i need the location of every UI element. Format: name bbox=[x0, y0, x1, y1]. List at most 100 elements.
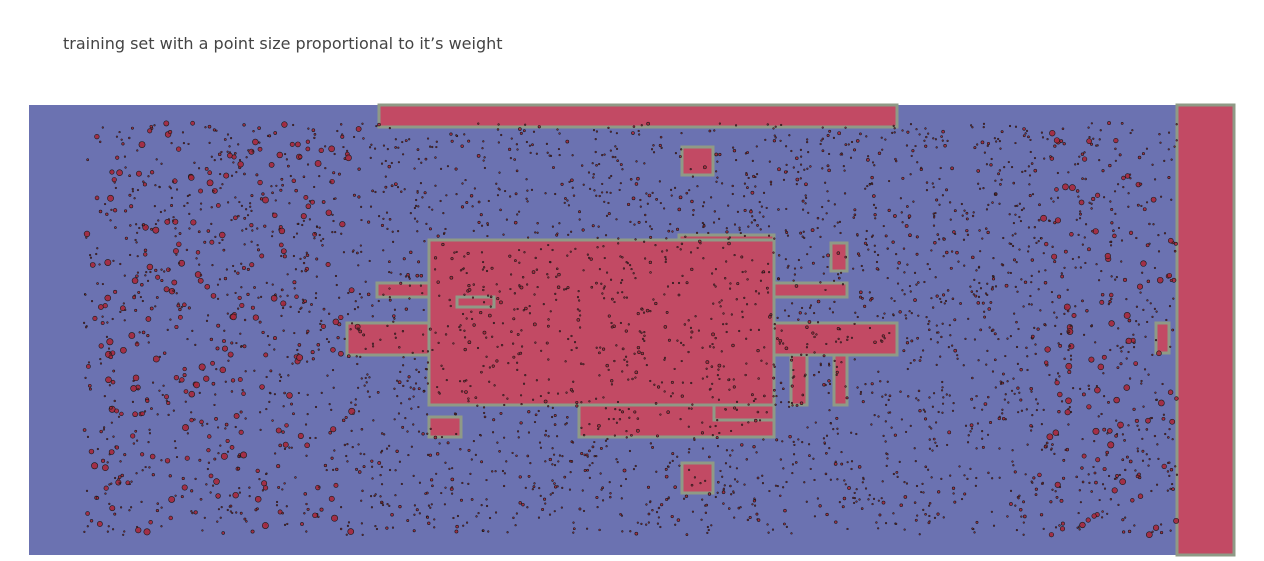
training-point bbox=[250, 529, 255, 534]
training-point bbox=[526, 506, 529, 509]
training-point bbox=[973, 406, 976, 410]
training-point bbox=[716, 374, 719, 377]
training-point bbox=[864, 383, 867, 386]
training-point bbox=[610, 325, 614, 329]
training-point bbox=[513, 158, 516, 161]
training-point bbox=[380, 483, 384, 486]
training-point bbox=[732, 146, 735, 149]
training-point bbox=[614, 408, 617, 411]
training-point bbox=[241, 229, 244, 232]
training-point bbox=[133, 197, 136, 200]
training-point bbox=[89, 262, 96, 268]
training-point bbox=[233, 413, 240, 419]
training-point bbox=[344, 415, 348, 419]
training-point bbox=[546, 324, 550, 328]
training-point bbox=[944, 299, 948, 303]
training-point bbox=[117, 478, 120, 481]
training-point bbox=[466, 251, 470, 255]
training-point bbox=[320, 239, 323, 242]
training-point bbox=[664, 255, 667, 259]
training-point bbox=[735, 467, 739, 470]
training-point bbox=[280, 314, 283, 317]
training-point bbox=[438, 294, 441, 297]
training-point bbox=[811, 261, 815, 265]
training-point bbox=[330, 408, 333, 411]
training-point bbox=[733, 253, 736, 257]
training-point bbox=[413, 217, 417, 220]
training-point bbox=[1080, 466, 1084, 470]
training-point bbox=[871, 391, 874, 394]
training-point bbox=[1000, 178, 1003, 181]
training-point bbox=[544, 192, 547, 195]
training-point bbox=[359, 452, 362, 455]
training-point bbox=[934, 441, 937, 444]
training-point bbox=[532, 485, 536, 489]
training-point bbox=[660, 503, 664, 507]
training-point bbox=[107, 347, 111, 350]
training-point bbox=[906, 205, 909, 208]
training-point bbox=[1174, 465, 1177, 468]
training-point bbox=[887, 411, 890, 414]
training-point bbox=[957, 260, 960, 263]
training-point bbox=[486, 223, 489, 227]
training-point bbox=[932, 186, 935, 189]
training-point bbox=[280, 300, 287, 307]
training-point bbox=[826, 134, 830, 138]
training-point bbox=[498, 449, 501, 453]
training-point bbox=[827, 362, 831, 365]
training-point bbox=[160, 459, 163, 462]
training-point bbox=[1014, 232, 1017, 235]
training-point bbox=[380, 432, 384, 435]
training-point bbox=[385, 447, 389, 450]
training-point bbox=[522, 382, 526, 385]
training-point bbox=[934, 211, 937, 215]
training-point bbox=[286, 294, 289, 297]
training-point bbox=[321, 244, 324, 247]
training-point bbox=[516, 430, 520, 433]
training-point bbox=[485, 498, 488, 501]
training-point bbox=[1040, 423, 1043, 426]
training-point bbox=[165, 399, 168, 402]
training-point bbox=[716, 419, 719, 422]
training-point bbox=[1079, 212, 1082, 216]
training-point bbox=[616, 159, 619, 162]
positive-region-left-bottom-small bbox=[427, 415, 463, 439]
training-point bbox=[679, 418, 682, 421]
training-point bbox=[971, 376, 974, 380]
training-point bbox=[892, 313, 895, 316]
training-point bbox=[141, 330, 146, 335]
training-point bbox=[113, 512, 117, 516]
training-point bbox=[393, 182, 398, 186]
training-point bbox=[231, 511, 234, 515]
training-point bbox=[650, 227, 653, 231]
training-point bbox=[362, 333, 366, 337]
training-point bbox=[110, 208, 113, 211]
training-point bbox=[465, 201, 469, 205]
training-point bbox=[1051, 488, 1054, 491]
training-point bbox=[598, 351, 601, 355]
training-point bbox=[673, 485, 677, 489]
training-point bbox=[665, 498, 669, 501]
training-point bbox=[601, 182, 604, 186]
training-point bbox=[1044, 346, 1051, 353]
training-point bbox=[599, 346, 602, 349]
training-point bbox=[429, 506, 432, 509]
training-point bbox=[140, 452, 145, 457]
training-point bbox=[833, 203, 836, 206]
training-point bbox=[828, 409, 831, 412]
training-point bbox=[702, 201, 706, 204]
training-point bbox=[467, 340, 472, 345]
training-point bbox=[688, 189, 691, 192]
training-point bbox=[989, 163, 993, 167]
training-point bbox=[938, 238, 941, 241]
training-point bbox=[970, 427, 974, 430]
training-point bbox=[1012, 464, 1015, 467]
training-point bbox=[1059, 498, 1064, 503]
training-point bbox=[899, 197, 902, 200]
training-point bbox=[319, 328, 322, 332]
training-point bbox=[676, 455, 679, 458]
training-point bbox=[361, 533, 364, 536]
training-point bbox=[198, 458, 202, 462]
training-point bbox=[606, 437, 609, 441]
training-point bbox=[932, 212, 935, 215]
